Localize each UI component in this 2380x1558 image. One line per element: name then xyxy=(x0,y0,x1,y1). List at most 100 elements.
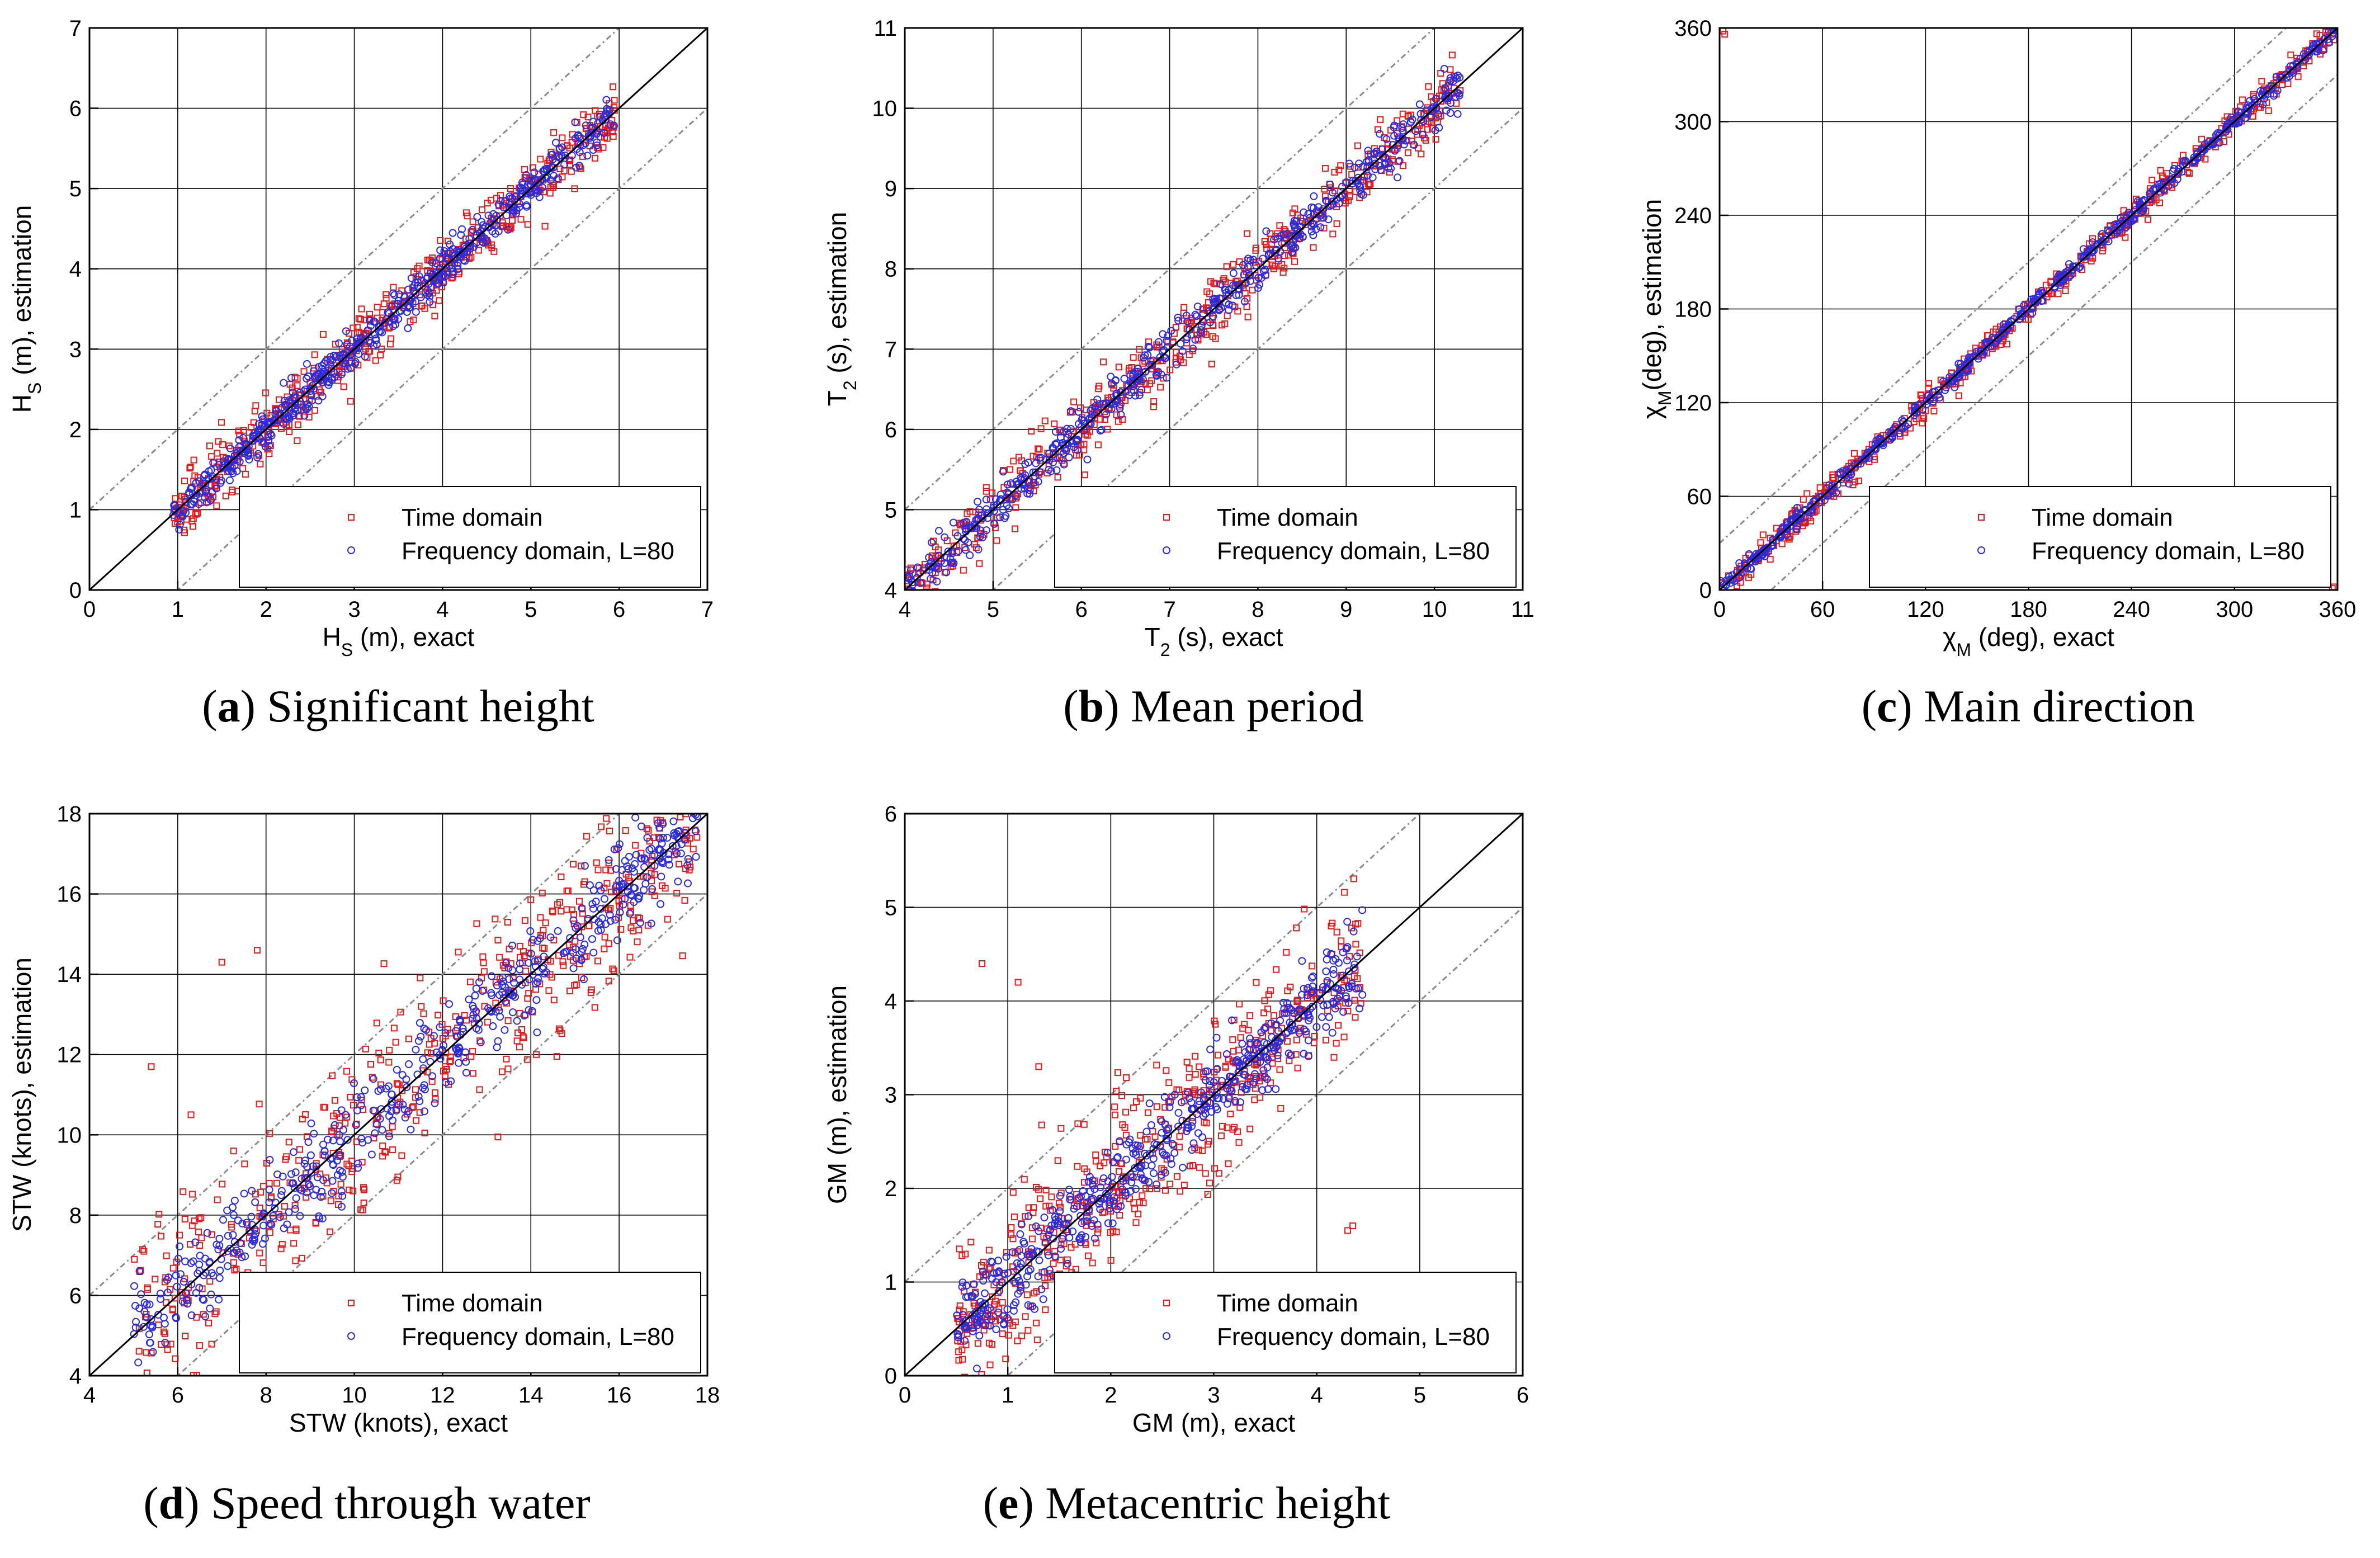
time-domain-point xyxy=(424,1049,431,1056)
frequency-domain-point xyxy=(335,1131,343,1139)
time-domain-point xyxy=(550,184,557,191)
time-domain-point xyxy=(1341,976,1348,984)
time-domain-point xyxy=(513,1037,521,1045)
time-domain-point xyxy=(228,488,235,495)
frequency-domain-point xyxy=(1029,468,1037,476)
time-domain-point xyxy=(428,1050,435,1057)
frequency-domain-point xyxy=(636,919,645,927)
time-domain-point xyxy=(1244,313,1252,320)
frequency-domain-point xyxy=(205,1258,214,1266)
time-domain-point xyxy=(1097,1162,1104,1169)
time-domain-point xyxy=(292,1257,299,1264)
frequency-domain-point xyxy=(400,1106,409,1114)
frequency-domain-point xyxy=(369,1106,377,1115)
frequency-domain-point xyxy=(147,1315,155,1323)
frequency-domain-point xyxy=(1008,495,1017,504)
frequency-domain-point xyxy=(512,206,521,215)
time-domain-point xyxy=(381,1148,389,1155)
frequency-domain-point xyxy=(421,1107,429,1116)
frequency-domain-point xyxy=(336,1137,344,1146)
time-domain-point xyxy=(189,1191,196,1198)
time-domain-point xyxy=(190,478,197,485)
frequency-domain-point xyxy=(1901,422,1910,431)
frequency-domain-point xyxy=(948,549,956,558)
frequency-domain-point xyxy=(587,125,596,133)
time-domain-point xyxy=(2239,96,2246,103)
frequency-domain-point xyxy=(315,1214,324,1222)
frequency-domain-point xyxy=(1446,109,1455,117)
frequency-domain-point xyxy=(1254,284,1262,292)
time-domain-point xyxy=(553,1053,560,1060)
frequency-domain-point xyxy=(1000,514,1009,522)
caption-paren-open: ( xyxy=(143,1477,158,1528)
time-domain-point xyxy=(988,1340,995,1348)
time-domain-point xyxy=(1920,415,1928,422)
time-domain-point xyxy=(1150,403,1157,410)
time-domain-point xyxy=(556,899,563,906)
time-domain-point xyxy=(2265,107,2272,114)
y-axis-label-rest: (m), estimation xyxy=(7,205,36,383)
time-domain-point xyxy=(251,408,258,415)
frequency-domain-point xyxy=(1185,325,1193,334)
frequency-domain-point xyxy=(685,759,692,766)
time-domain-point xyxy=(360,1200,367,1207)
time-domain-point xyxy=(560,167,568,174)
frequency-domain-point xyxy=(1442,106,1451,115)
x-tick-label: 9 xyxy=(1340,597,1352,622)
frequency-domain-point xyxy=(351,360,360,368)
frequency-domain-point xyxy=(1257,273,1265,282)
time-domain-point xyxy=(291,1202,299,1209)
time-domain-point xyxy=(686,761,691,767)
time-domain-point xyxy=(1192,1052,1199,1060)
frequency-domain-point xyxy=(677,849,685,858)
frequency-domain-point xyxy=(145,1338,154,1347)
frequency-domain-point xyxy=(488,972,496,980)
time-domain-point xyxy=(350,1102,357,1109)
frequency-domain-point xyxy=(1182,311,1191,320)
frequency-domain-point xyxy=(2122,214,2130,223)
legend-marker-time xyxy=(1163,514,1170,521)
time-domain-point xyxy=(546,190,554,197)
time-domain-point xyxy=(144,1401,150,1407)
frequency-domain-point xyxy=(1316,223,1325,232)
time-domain-point xyxy=(266,1130,273,1137)
frequency-domain-point xyxy=(1099,399,1108,408)
time-domain-point xyxy=(1284,987,1291,994)
time-domain-point xyxy=(681,808,687,813)
frequency-domain-point xyxy=(1929,398,1937,406)
frequency-domain-point xyxy=(408,294,416,302)
frequency-domain-point xyxy=(558,143,566,152)
time-domain-point xyxy=(1133,1098,1140,1105)
frequency-domain-point xyxy=(226,463,234,471)
time-domain-point xyxy=(974,1340,981,1347)
frequency-domain-point xyxy=(337,370,346,379)
time-domain-point xyxy=(1094,441,1102,448)
time-domain-point xyxy=(197,1214,205,1221)
frequency-domain-point xyxy=(131,1323,140,1332)
time-domain-point xyxy=(164,1345,171,1353)
time-domain-point xyxy=(1322,164,1329,172)
x-tick-label: 10 xyxy=(1422,597,1447,622)
time-domain-point xyxy=(926,591,932,596)
frequency-domain-point xyxy=(149,1348,157,1356)
frequency-domain-point xyxy=(1102,410,1110,419)
frequency-domain-point xyxy=(2096,240,2104,249)
time-domain-point xyxy=(1042,1187,1050,1194)
frequency-domain-point xyxy=(457,249,466,258)
time-domain-point xyxy=(2330,583,2338,590)
x-tick-label: 4 xyxy=(899,597,911,622)
time-domain-point xyxy=(437,237,444,244)
time-domain-point xyxy=(345,1162,352,1169)
frequency-domain-point xyxy=(365,317,374,325)
time-domain-point xyxy=(373,1019,380,1027)
x-tick-label: 3 xyxy=(348,597,360,622)
panel-caption: (a) Significant height xyxy=(202,681,594,731)
frequency-domain-point xyxy=(215,1234,224,1243)
time-domain-point xyxy=(1030,1204,1037,1211)
y-axis-label-main: STW (knots), estimation xyxy=(7,957,36,1232)
time-domain-point xyxy=(989,489,996,497)
frequency-domain-point xyxy=(489,1022,497,1031)
time-domain-point xyxy=(1446,78,1453,86)
caption-letter: a xyxy=(218,681,240,731)
time-domain-point xyxy=(298,1254,305,1262)
